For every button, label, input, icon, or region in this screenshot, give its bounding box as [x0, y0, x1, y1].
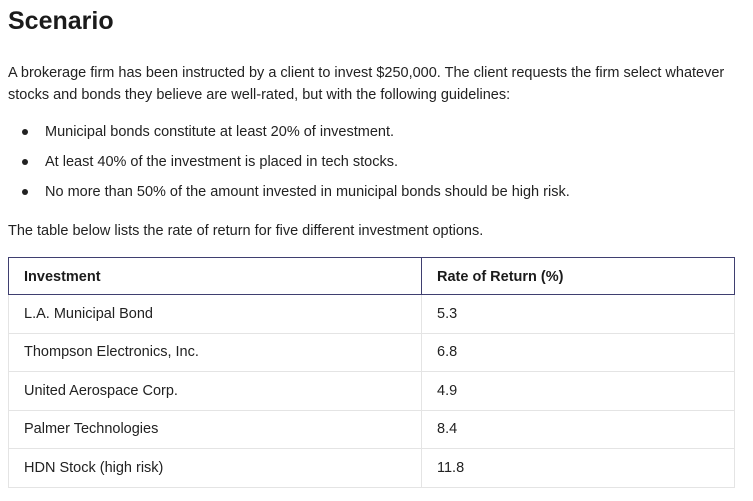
- list-item: No more than 50% of the amount invested …: [0, 182, 570, 212]
- column-header-rate: Rate of Return (%): [421, 257, 735, 295]
- rate-cell: 5.3: [421, 294, 735, 334]
- table-row: Palmer Technologies 8.4: [8, 410, 735, 449]
- investment-cell: United Aerospace Corp.: [8, 371, 422, 411]
- bullet-icon: [22, 189, 28, 195]
- bullet-icon: [22, 129, 28, 135]
- investment-cell: Thompson Electronics, Inc.: [8, 333, 422, 372]
- guideline-text: Municipal bonds constitute at least 20% …: [45, 124, 394, 140]
- table-intro: The table below lists the rate of return…: [8, 223, 484, 239]
- guideline-text: No more than 50% of the amount invested …: [45, 184, 570, 200]
- investment-cell: Palmer Technologies: [8, 410, 422, 449]
- list-item: Municipal bonds constitute at least 20% …: [0, 122, 570, 152]
- investment-table: Investment Rate of Return (%) L.A. Munic…: [8, 257, 735, 488]
- guideline-text: At least 40% of the investment is placed…: [45, 154, 399, 170]
- rate-cell: 6.8: [421, 333, 735, 372]
- table-row: HDN Stock (high risk) 11.8: [8, 448, 735, 488]
- table-row: United Aerospace Corp. 4.9: [8, 371, 735, 411]
- guidelines-list: Municipal bonds constitute at least 20% …: [0, 122, 570, 212]
- investment-cell: L.A. Municipal Bond: [8, 294, 422, 334]
- rate-cell: 11.8: [421, 448, 735, 488]
- page-title: Scenario: [8, 7, 114, 35]
- table-header-row: Investment Rate of Return (%): [8, 257, 735, 295]
- rate-cell: 4.9: [421, 371, 735, 411]
- table-row: L.A. Municipal Bond 5.3: [8, 294, 735, 334]
- rate-cell: 8.4: [421, 410, 735, 449]
- column-header-investment: Investment: [8, 257, 422, 295]
- intro-paragraph: A brokerage firm has been instructed by …: [8, 65, 725, 103]
- investment-cell: HDN Stock (high risk): [8, 448, 422, 488]
- table-row: Thompson Electronics, Inc. 6.8: [8, 333, 735, 372]
- bullet-icon: [22, 159, 28, 165]
- list-item: At least 40% of the investment is placed…: [0, 152, 570, 182]
